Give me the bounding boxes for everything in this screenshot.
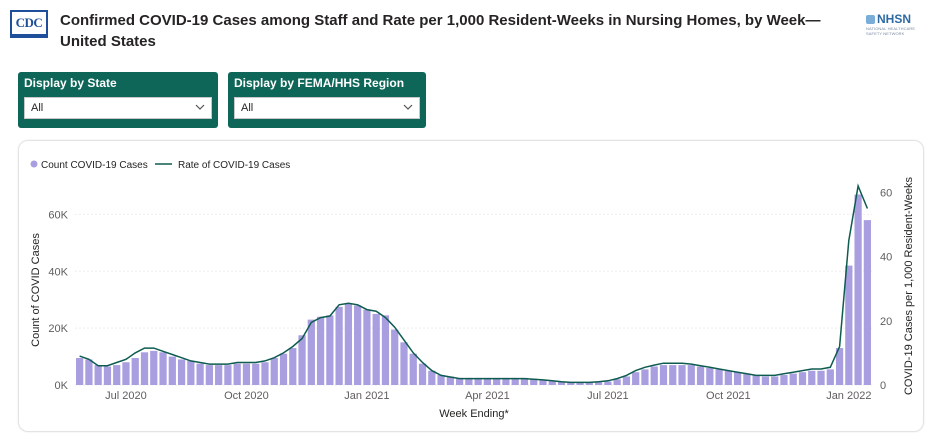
region-filter-label: Display by FEMA/HHS Region bbox=[234, 76, 405, 90]
region-dropdown-value: All bbox=[241, 102, 254, 114]
nhsn-logo: NHSN NATIONAL HEALTHCARE SAFETY NETWORK bbox=[866, 12, 928, 36]
chevron-down-icon bbox=[403, 104, 413, 110]
cdc-logo-bar bbox=[10, 35, 48, 38]
nhsn-logo-subtext: NATIONAL HEALTHCARE SAFETY NETWORK bbox=[866, 26, 916, 36]
state-filter-label: Display by State bbox=[24, 76, 117, 90]
region-filter: Display by FEMA/HHS Region All bbox=[228, 72, 426, 128]
region-dropdown[interactable]: All bbox=[234, 97, 420, 119]
nhsn-logo-text: NHSN bbox=[877, 12, 912, 26]
chart-card bbox=[18, 140, 924, 432]
state-filter: Display by State All bbox=[18, 72, 218, 128]
state-dropdown[interactable]: All bbox=[24, 97, 212, 119]
cdc-logo-text: CDC bbox=[15, 15, 43, 30]
state-dropdown-value: All bbox=[31, 102, 44, 114]
chevron-down-icon bbox=[195, 104, 205, 110]
cdc-logo: CDC bbox=[10, 10, 48, 36]
page-title: Confirmed COVID-19 Cases among Staff and… bbox=[60, 12, 821, 50]
nhsn-logo-icon bbox=[866, 14, 875, 24]
